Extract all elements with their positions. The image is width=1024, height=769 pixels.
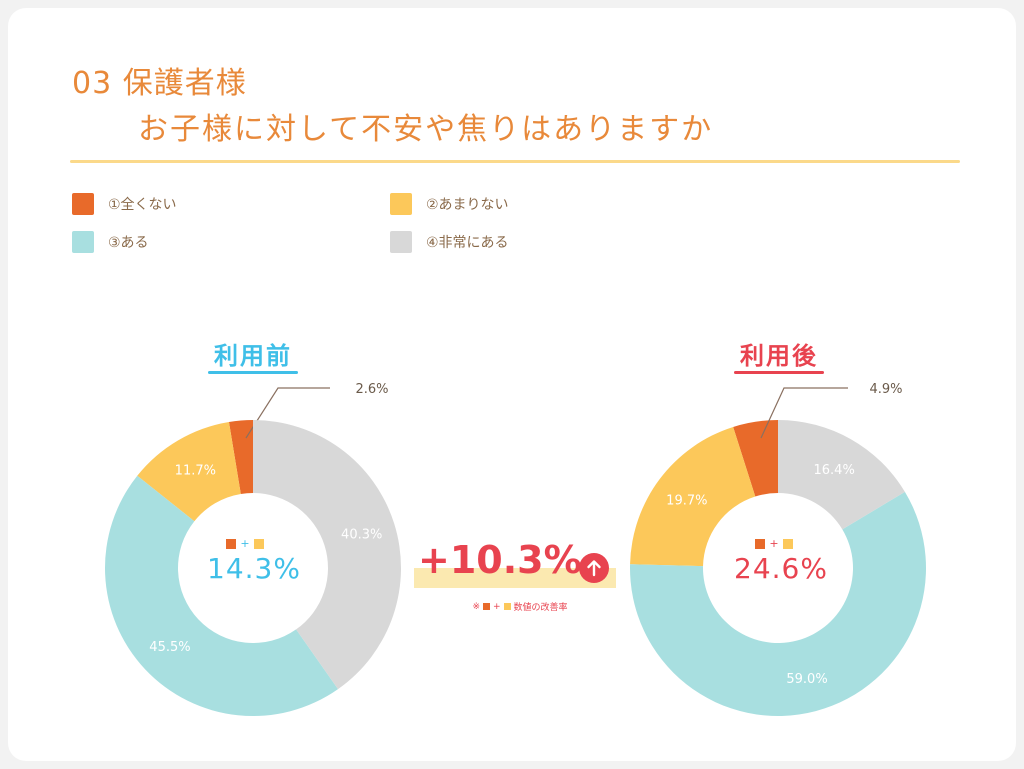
legend-item-2: ②あまりない	[390, 193, 509, 215]
key-plus: +	[240, 537, 250, 550]
arrow-up-icon	[579, 553, 609, 583]
after-center-value: 24.6%	[734, 552, 828, 585]
slice-label-1: 4.9%	[869, 382, 902, 397]
after-title-underline	[734, 371, 824, 374]
slice-label-4: 40.3%	[341, 528, 382, 543]
before-panel-title: 利用前	[214, 342, 292, 370]
legend-item-4: ④非常にある	[390, 231, 509, 253]
donut-slice-3	[630, 491, 927, 717]
slice-label-2: 19.7%	[666, 494, 707, 509]
slice-label-2: 11.7%	[175, 464, 216, 479]
key-square-orange	[755, 538, 766, 549]
slice-label-1: 2.6%	[355, 382, 388, 397]
donut-slice-2	[137, 421, 241, 522]
donut-slice-4	[778, 420, 905, 530]
before-center-key: +	[215, 537, 275, 550]
callout-line	[760, 387, 848, 439]
legend-label-1: ①全くない	[108, 197, 177, 213]
after-panel-title: 利用後	[740, 342, 818, 370]
improvement-note: ※ + 数値の改善率	[450, 600, 590, 614]
donut-slice-3	[104, 475, 339, 717]
note-square-orange	[482, 603, 490, 610]
key-square-yellow	[253, 538, 264, 549]
legend-label-4: ④非常にある	[426, 235, 509, 251]
donut-chart-before: 2.6% 11.7% 45.5% 40.3%	[104, 382, 402, 717]
legend-swatch-4	[390, 231, 412, 253]
note-text: 数値の改善率	[513, 603, 568, 613]
key-square-yellow	[782, 538, 793, 549]
chart-title-question: お子様に対して不安や焦りはありますか	[138, 112, 714, 147]
title-divider	[70, 160, 960, 163]
donut-slice-2	[630, 426, 756, 567]
note-square-yellow	[503, 603, 511, 610]
key-square-orange	[226, 538, 237, 549]
legend-swatch-2	[390, 193, 412, 215]
note-mark: ※	[472, 601, 480, 612]
chart-title-number: 03 保護者様	[72, 66, 247, 101]
legend-label-3: ③ある	[108, 235, 149, 251]
note-plus: +	[492, 601, 501, 612]
legend-swatch-3	[72, 231, 94, 253]
after-center-key: +	[744, 537, 804, 550]
legend-swatch-1	[72, 193, 94, 215]
before-center-value: 14.3%	[207, 552, 301, 585]
donut-chart-after: 4.9% 19.7% 59.0% 16.4%	[630, 382, 927, 717]
key-plus: +	[769, 537, 779, 550]
donut-slice-1	[228, 420, 253, 494]
improvement-value: +10.3%	[418, 538, 582, 582]
legend-label-2: ②あまりない	[426, 197, 509, 213]
slice-label-3: 59.0%	[786, 672, 827, 687]
legend-item-1: ①全くない	[72, 193, 177, 215]
donut-slice-4	[253, 420, 402, 690]
slice-label-4: 16.4%	[814, 463, 855, 478]
donut-slice-1	[733, 420, 778, 497]
legend-item-3: ③ある	[72, 231, 149, 253]
before-title-underline	[208, 371, 298, 374]
slice-label-3: 45.5%	[149, 640, 190, 655]
improvement-highlight	[414, 568, 616, 588]
